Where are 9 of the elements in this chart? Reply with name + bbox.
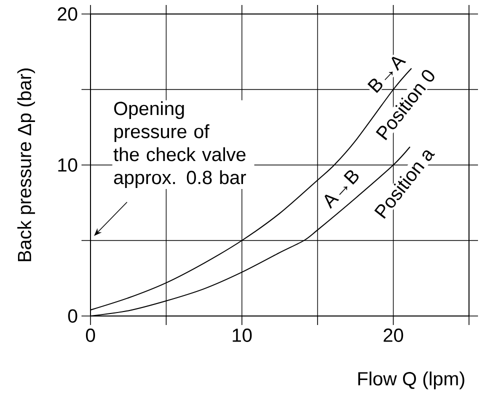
- x-tick-label: 10: [232, 328, 252, 342]
- annotation: Opening pressure of the check valve approx. 0.8 bar: [114, 101, 246, 188]
- y-axis-title: Back pressure Δp (bar): [17, 68, 36, 262]
- x-axis-title: Flow Q (lpm): [358, 372, 464, 390]
- x-tick-label: 0: [86, 328, 96, 342]
- y-tick-label: 20: [58, 7, 78, 21]
- y-tick-label: 10: [58, 158, 78, 172]
- x-tick-label: 20: [384, 328, 404, 342]
- y-tick-label: 0: [68, 309, 78, 323]
